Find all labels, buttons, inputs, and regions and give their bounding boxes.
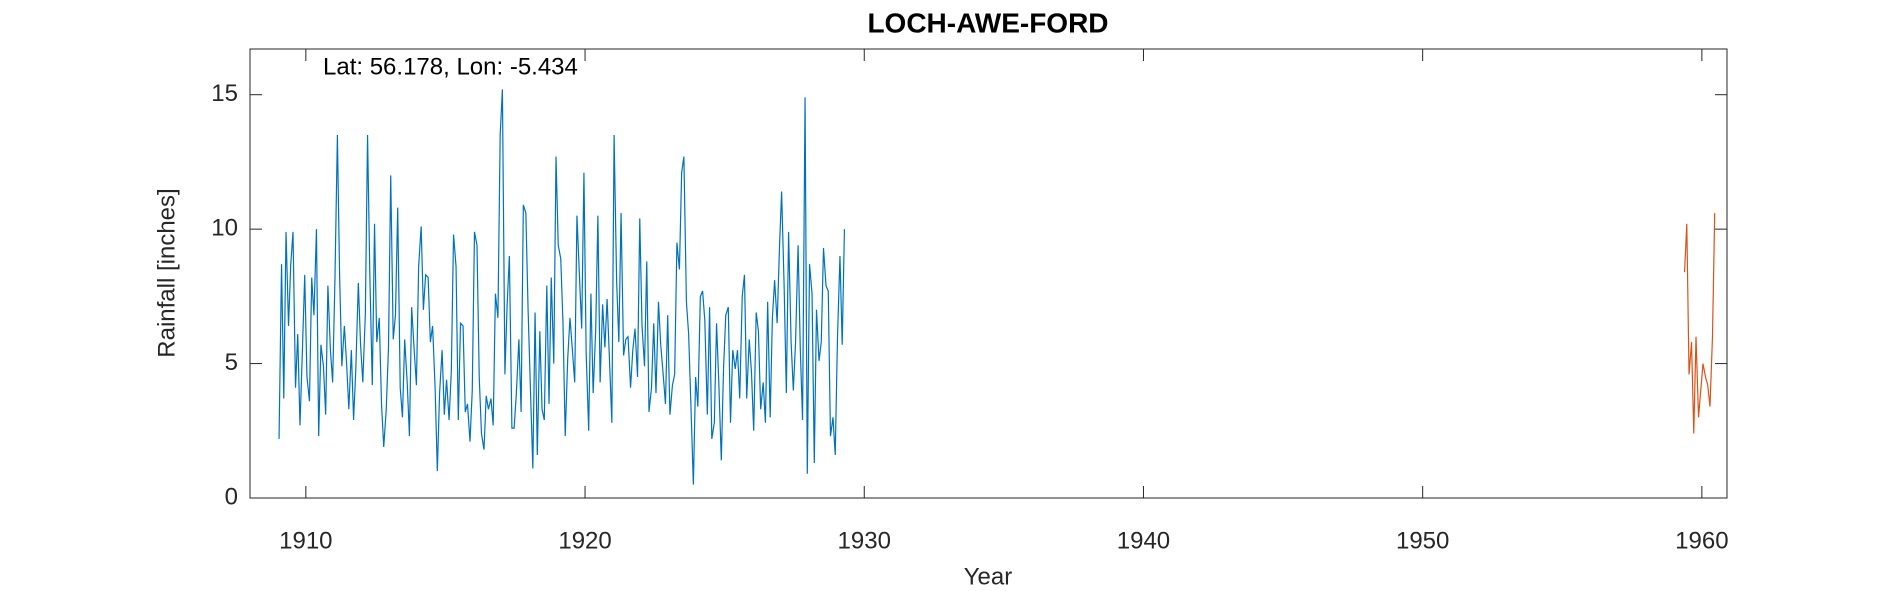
y-tick-label: 0 <box>225 483 238 510</box>
x-axis-label: Year <box>964 563 1013 590</box>
y-tick-label: 5 <box>225 349 238 376</box>
x-tick-label: 1960 <box>1675 527 1728 554</box>
plot-area <box>249 48 1728 499</box>
series-line <box>278 89 846 485</box>
y-tick-label: 10 <box>211 214 238 241</box>
y-tick-label: 15 <box>211 80 238 107</box>
x-tick-label: 1940 <box>1117 527 1170 554</box>
y-axis-label: Rainfall [inches] <box>153 188 180 357</box>
annotation: Lat: 56.178, Lon: -5.434 <box>323 53 578 80</box>
x-tick-label: 1950 <box>1396 527 1449 554</box>
x-tick-label: 1910 <box>279 527 332 554</box>
chart-title: LOCH-AWE-FORD <box>867 7 1108 38</box>
x-tick-label: 1930 <box>838 527 891 554</box>
x-tick-label: 1920 <box>558 527 611 554</box>
series-line <box>1683 212 1716 434</box>
